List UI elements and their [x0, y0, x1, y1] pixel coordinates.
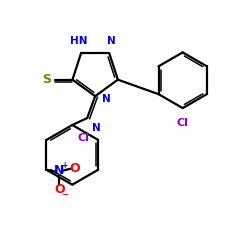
Text: O: O	[54, 183, 65, 196]
Text: Cl: Cl	[77, 133, 89, 143]
Text: Cl: Cl	[177, 118, 188, 128]
Text: +: +	[61, 161, 68, 170]
Text: O: O	[69, 162, 80, 175]
Text: N: N	[107, 36, 116, 46]
Text: −: −	[61, 190, 68, 199]
Text: HN: HN	[70, 36, 88, 46]
Text: N: N	[54, 164, 64, 177]
Text: S: S	[42, 73, 51, 86]
Text: N: N	[102, 94, 111, 104]
Text: N: N	[92, 123, 101, 133]
